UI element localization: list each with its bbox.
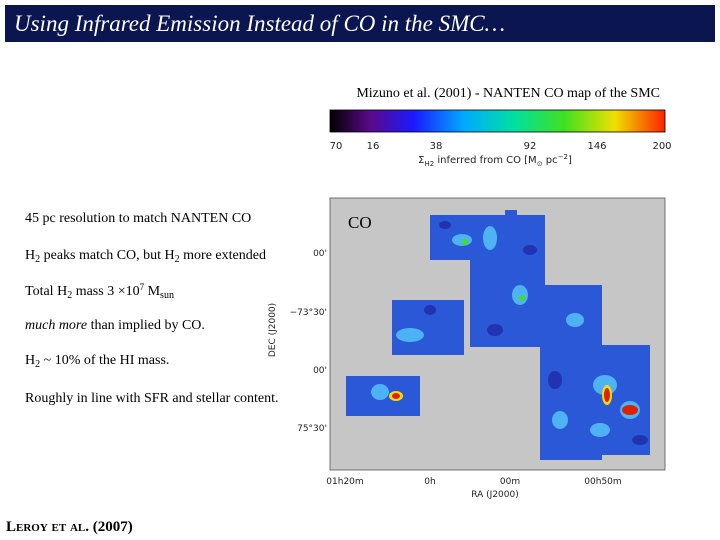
colorbar-tick: 200 [652, 141, 671, 152]
label-sup: −2 [558, 153, 568, 161]
bullet-part: mass 3 ×10 [72, 284, 139, 299]
bullet-sup: 7 [140, 282, 145, 292]
bullet: H2 peaks match CO, but H2 more extended [25, 248, 266, 265]
bullet-sub: 2 [175, 254, 180, 265]
x-axis-label: RA (J2000) [471, 490, 519, 500]
title-bar [5, 5, 715, 42]
x-tick-label: 00h50m [584, 477, 621, 487]
label-part: inferred from CO [M [434, 155, 537, 166]
label-sub: H2 [424, 160, 434, 168]
bullet-part: M [144, 284, 161, 299]
bullet: much more than implied by CO. [25, 318, 205, 333]
colorbar [329, 109, 666, 133]
bullet-part: H [25, 353, 35, 368]
colorbar-label: ΣH2 inferred from CO [M⊙ pc−2] [418, 153, 572, 168]
y-tick-label: 00' [313, 249, 327, 259]
bullet: Roughly in line with SFR and stellar con… [25, 391, 279, 406]
bullet: 45 pc resolution to match NANTEN CO [25, 211, 251, 226]
label-part: Σ [418, 155, 424, 166]
bullet-part: H [25, 248, 35, 263]
bullet-emphasis: much more [25, 318, 87, 333]
footer-citation: Leroy et al. (2007) [6, 519, 133, 535]
x-tick-label: 00m [500, 477, 520, 487]
x-tick-label: 01h20m [326, 477, 363, 487]
label-part: ] [568, 155, 572, 166]
bullet-part: Roughly in line with SFR and stellar con… [25, 391, 279, 406]
title: Using Infrared Emission Instead of CO in… [14, 11, 505, 36]
co-map: CO [329, 197, 666, 471]
y-axis-label: DEC (J2000) [268, 303, 278, 357]
label-part: pc [543, 155, 558, 166]
y-ticks: 00' −73°30' 00' 75°30' [290, 249, 327, 434]
map-label: CO [348, 213, 372, 232]
x-tick-label: 0h [424, 477, 435, 487]
y-tick-label: −73°30' [290, 308, 327, 318]
colorbar-tick: 146 [587, 141, 606, 152]
bullets: 45 pc resolution to match NANTEN CO H2 p… [25, 211, 279, 406]
map-texture-dark [424, 221, 648, 445]
bullet-sub: 2 [35, 359, 40, 370]
bullet-part: 45 pc resolution to match NANTEN CO [25, 211, 251, 226]
bullet-sub: 2 [35, 254, 40, 265]
y-tick-label: 00' [313, 366, 327, 376]
colorbar-tick: 38 [430, 141, 443, 152]
colorbar-tick: 92 [524, 141, 537, 152]
bullet-part: Total H [25, 284, 67, 299]
map-peaks [389, 239, 638, 415]
bullet-part: ~ 10% of the HI mass. [40, 353, 169, 368]
bullet-part: than implied by CO. [87, 318, 205, 333]
bullet-sub: sun [160, 290, 174, 301]
figure-caption: Mizuno et al. (2001) - NANTEN CO map of … [356, 86, 660, 101]
label-sub: ⊙ [537, 160, 543, 168]
colorbar-tick: 70 [330, 141, 343, 152]
x-ticks: 01h20m 0h 00m 00h50m [326, 477, 621, 487]
bullet-part: peaks match CO, but H [40, 248, 175, 263]
colorbar-ticks: 70 16 38 92 146 200 [330, 141, 672, 152]
bullet: H2 ~ 10% of the HI mass. [25, 353, 169, 370]
bullet: Total H2 mass 3 ×107 Msun [25, 282, 174, 301]
bullet-sub: 2 [67, 290, 72, 301]
colorbar-tick: 16 [367, 141, 380, 152]
y-tick-label: 75°30' [297, 424, 327, 434]
bullet-part: more extended [180, 248, 266, 263]
